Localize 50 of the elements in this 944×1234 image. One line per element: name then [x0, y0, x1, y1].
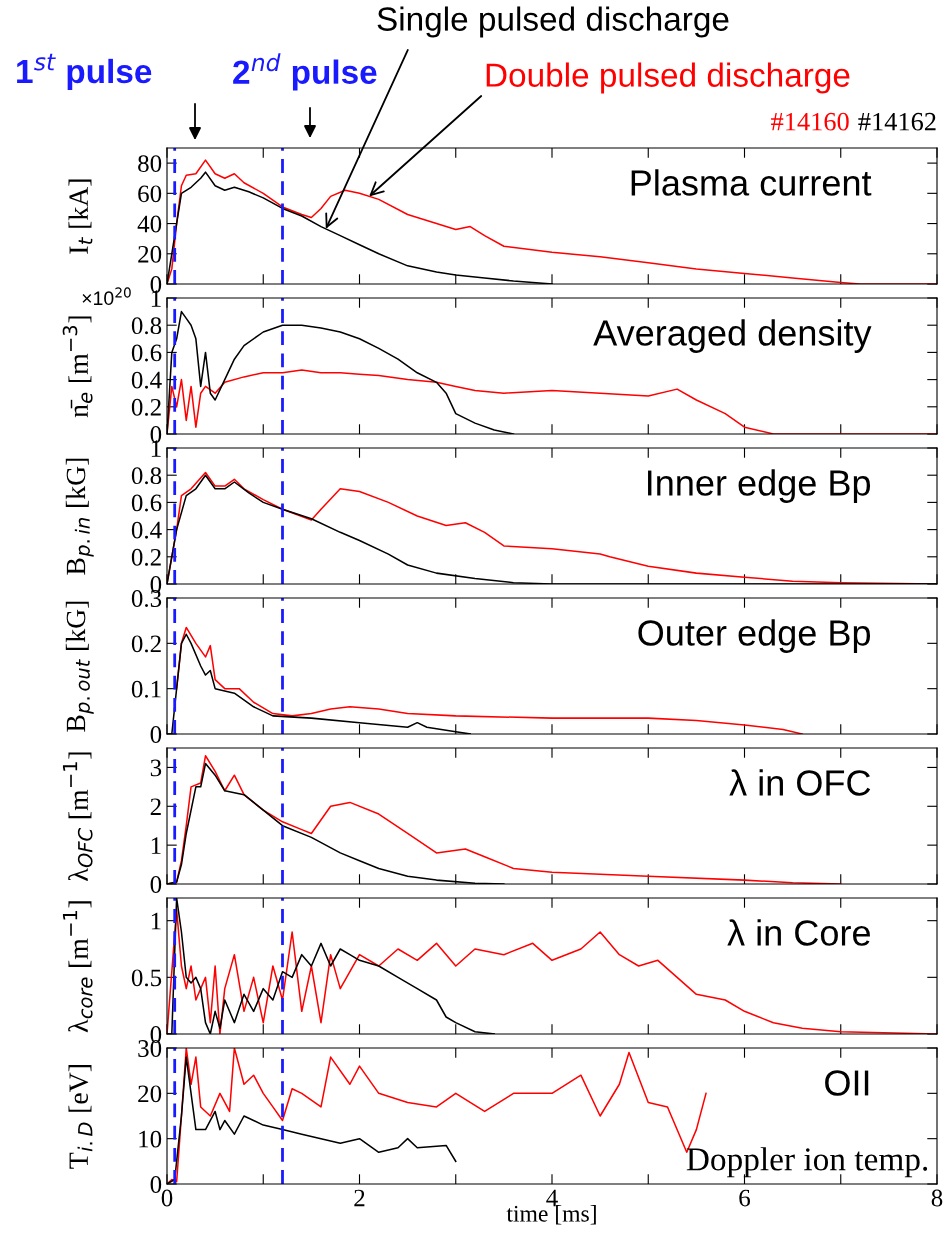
y-tick-label: 0.4: [131, 371, 162, 389]
y-tick-label: 0.8: [131, 317, 162, 335]
annotation: Doppler ion temp.: [686, 1147, 928, 1178]
chart-title: OII: [825, 1070, 869, 1096]
y-tick-label: 3: [150, 759, 162, 777]
y-tick-label: 0: [150, 876, 162, 893]
y-axis-title: B$_{p.in}$ [kG]: [65, 458, 94, 575]
chart-title: λ in Core: [727, 919, 870, 946]
chart-title: λ in OFC: [729, 769, 871, 796]
text: 1$^{st}$ pulse: [17, 53, 152, 90]
y-tick-label: 0.6: [131, 494, 162, 512]
y-tick-label: 0.2: [131, 635, 161, 653]
text: #14162: [858, 112, 936, 131]
y-axis-title: λ$_{OFC}$ [m$^{−1}$]: [62, 752, 93, 881]
y-tick-label: 80: [138, 155, 162, 173]
text: Outer edge Bp: [638, 619, 871, 653]
y-tick-label: 1: [151, 912, 161, 930]
y-tick-label: 0.2: [131, 398, 161, 416]
y-tick-label: 0.5: [131, 969, 162, 987]
x-tick-label: 8: [931, 1189, 943, 1207]
y-axis-title: n̄$_{e}$ [m$^{−3}$]: [62, 316, 93, 418]
text: 2$^{nd}$ pulse: [233, 53, 377, 91]
y-tick-label: 10: [139, 1130, 162, 1148]
y-tick-label: 40: [137, 215, 162, 233]
y-tick-label: 0: [150, 726, 162, 743]
y-axis-title: I$_{t}$ [kA]: [68, 179, 93, 254]
y-axis-title: B$_{p.out}$ [kG]: [65, 601, 94, 732]
y-tick-label: 1: [151, 837, 161, 854]
annotation: Double pulsed discharge: [486, 62, 850, 94]
y-tick-label: 2: [150, 798, 161, 815]
y-axis-title: T$_{i.D}$ [eV]: [68, 1065, 93, 1169]
y-tick-label: 20: [138, 1085, 162, 1103]
y-axis-title: λ$_{core}$ [m$^{−1}$]: [62, 901, 93, 1033]
y-tick-label: 0.8: [131, 467, 162, 485]
x-tick-label: 4: [546, 1189, 558, 1207]
text: ×10$^{20}$: [82, 287, 131, 306]
text: Inner edge Bp: [648, 469, 871, 503]
y-tick-label: 0.1: [131, 680, 161, 698]
y-tick-label: 0.4: [131, 521, 162, 539]
y-tick-label: 20: [138, 245, 162, 263]
y-tick-label: 0.6: [131, 344, 162, 362]
text: Averaged density: [593, 319, 872, 353]
annotation: Single pulsed discharge: [377, 6, 729, 38]
x-tick-label: 6: [739, 1189, 750, 1207]
text: #14160: [771, 112, 849, 131]
y-tick-label: 60: [138, 185, 162, 203]
y-tick-label: 0.2: [131, 548, 161, 566]
y-tick-label: 0: [150, 1176, 162, 1193]
x-tick-label: 2: [354, 1189, 365, 1207]
chart-title: Plasma current: [631, 169, 872, 196]
